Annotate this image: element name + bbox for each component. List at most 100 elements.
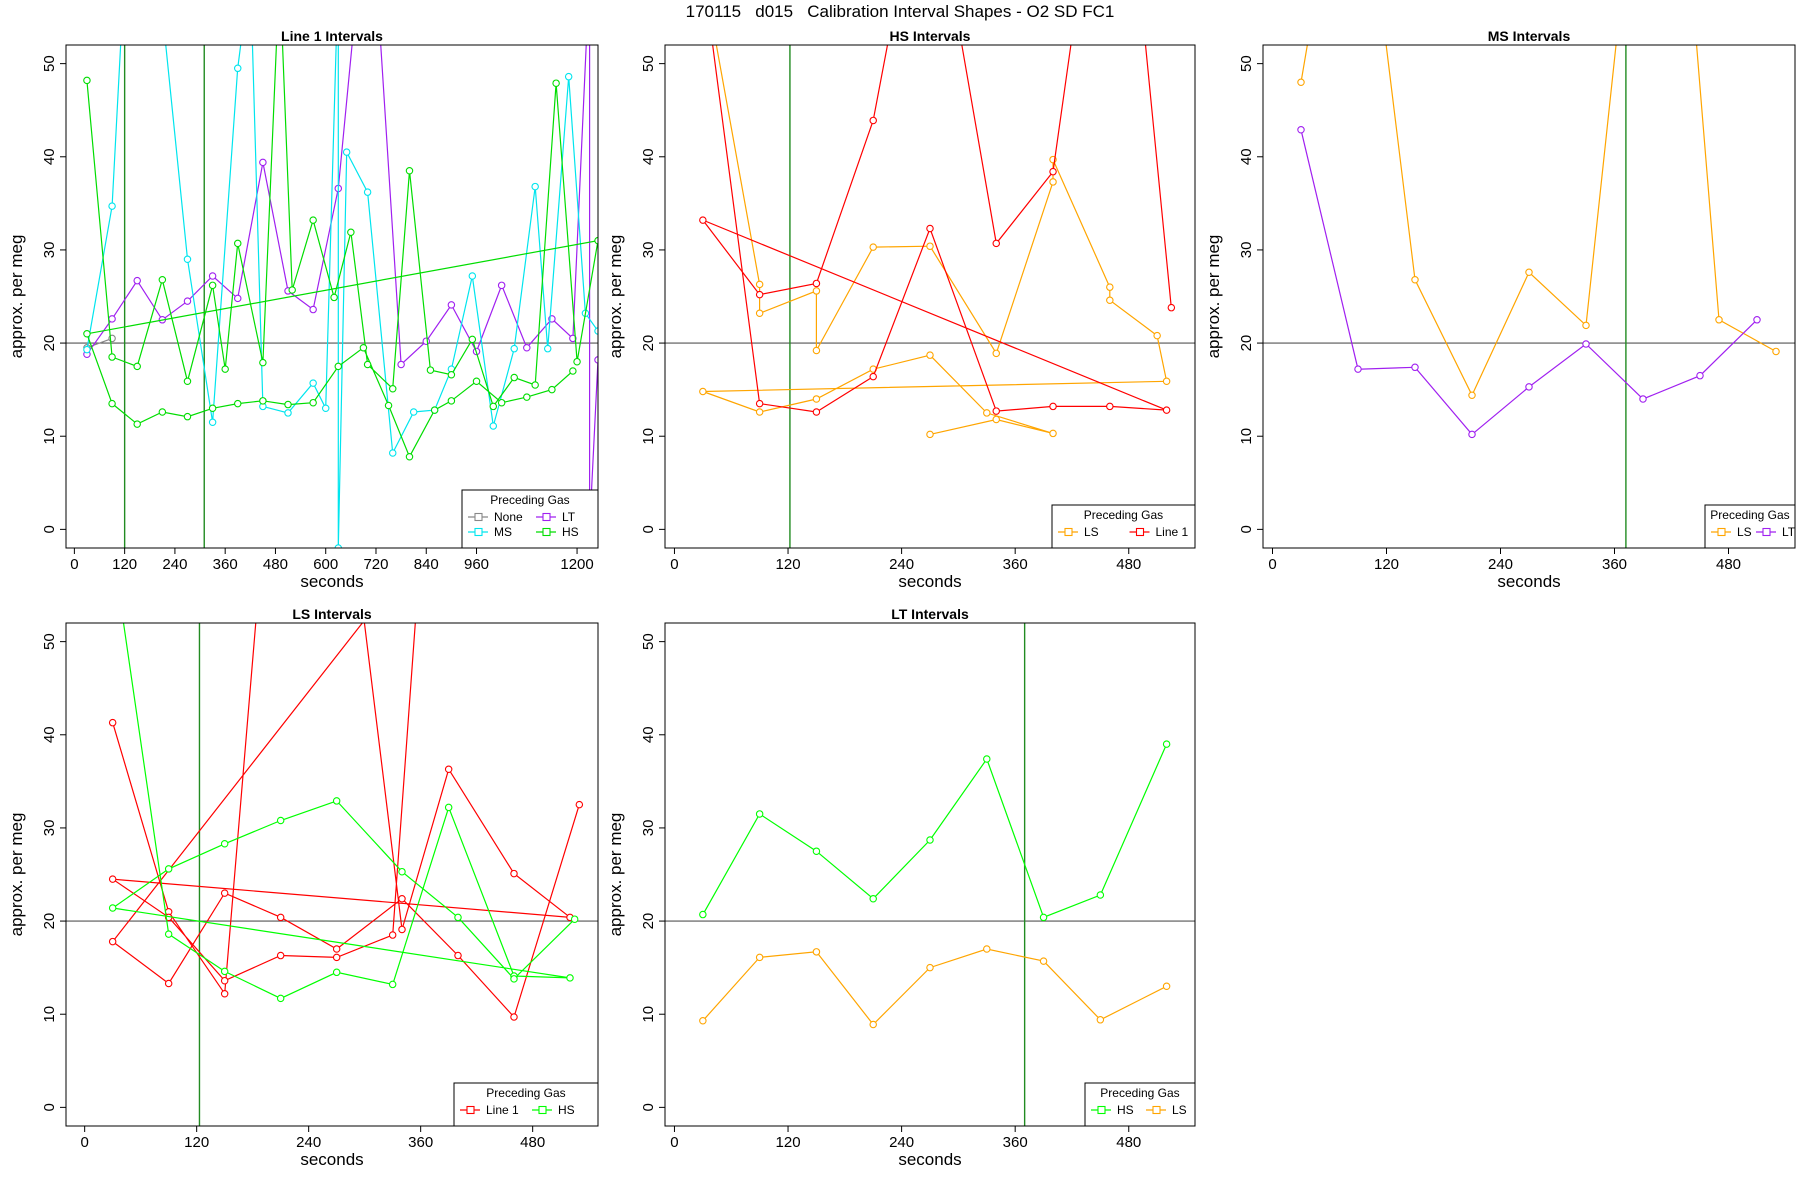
data-point bbox=[523, 393, 531, 401]
data-point bbox=[812, 408, 821, 416]
data-point bbox=[1106, 296, 1114, 304]
data-point bbox=[472, 377, 481, 386]
data-point bbox=[699, 216, 707, 224]
data-point bbox=[276, 913, 285, 922]
x-tick-label: 480 bbox=[1716, 556, 1741, 573]
legend: Preceding Gas Line 1 HS bbox=[453, 1082, 599, 1127]
data-point bbox=[1525, 383, 1533, 391]
data-point bbox=[1049, 167, 1057, 176]
x-tick-label: 240 bbox=[162, 556, 187, 573]
data-point bbox=[869, 1020, 877, 1029]
data-point bbox=[422, 337, 431, 345]
y-tick-label: 0 bbox=[640, 525, 657, 533]
data-point bbox=[447, 397, 456, 405]
panel-title: HS Intervals bbox=[890, 28, 971, 44]
data-point bbox=[983, 409, 991, 417]
data-point bbox=[108, 937, 117, 946]
data-point bbox=[405, 167, 414, 175]
data-point bbox=[468, 272, 477, 280]
panel-title: MS Intervals bbox=[1488, 28, 1571, 44]
data-point bbox=[347, 228, 355, 236]
data-point bbox=[573, 357, 581, 366]
chart-panel: HS Intervals 0 120 240 360 480 0 10 20 30 40 50 seco… bbox=[606, 28, 1196, 591]
data-point bbox=[523, 343, 531, 352]
data-point bbox=[276, 816, 285, 825]
y-tick-label: 0 bbox=[41, 1103, 58, 1111]
panel-title: LT Intervals bbox=[891, 606, 969, 622]
y-tick-label: 30 bbox=[640, 242, 657, 259]
legend-entry: HS bbox=[562, 525, 579, 539]
data-point bbox=[133, 362, 141, 371]
y-tick-label: 40 bbox=[41, 726, 58, 743]
plot-area bbox=[66, 623, 598, 1126]
x-tick-label: 360 bbox=[213, 556, 238, 573]
data-point bbox=[755, 280, 764, 289]
x-tick-label: 120 bbox=[776, 556, 801, 573]
y-tick-label: 20 bbox=[640, 913, 657, 930]
data-point bbox=[309, 305, 317, 314]
data-point bbox=[83, 345, 91, 354]
legend-box bbox=[1084, 1082, 1196, 1127]
data-point bbox=[388, 931, 397, 939]
data-point bbox=[1639, 395, 1647, 403]
x-tick-label: 840 bbox=[414, 556, 439, 573]
x-tick-label: 120 bbox=[184, 1134, 209, 1151]
y-axis-label: approx. per meg bbox=[606, 235, 625, 359]
data-point bbox=[531, 182, 539, 191]
data-point bbox=[183, 255, 192, 263]
x-axis-label: seconds bbox=[898, 1150, 961, 1169]
data-point bbox=[220, 967, 229, 976]
data-point bbox=[992, 239, 1000, 248]
data-point bbox=[1696, 371, 1704, 380]
x-tick-label: 240 bbox=[889, 556, 914, 573]
x-tick-label: 120 bbox=[1374, 556, 1399, 573]
data-point bbox=[1167, 303, 1176, 312]
legend-entry: LS bbox=[1737, 525, 1752, 539]
data-point bbox=[133, 420, 141, 428]
series-line bbox=[86, 45, 598, 530]
data-point bbox=[108, 353, 116, 361]
legend-swatch bbox=[474, 512, 483, 522]
plot-frame bbox=[1262, 44, 1796, 549]
data-point bbox=[332, 945, 341, 953]
legend-swatch bbox=[1064, 527, 1073, 537]
legend-swatch bbox=[1762, 527, 1771, 537]
data-point bbox=[1297, 126, 1305, 134]
y-tick-label: 20 bbox=[1238, 335, 1255, 352]
data-point bbox=[543, 344, 552, 353]
y-tick-label: 0 bbox=[41, 525, 58, 533]
data-point bbox=[288, 286, 296, 294]
y-tick-label: 10 bbox=[640, 1006, 657, 1023]
data-point bbox=[1297, 78, 1305, 87]
legend-entry: LS bbox=[1172, 1103, 1187, 1117]
data-point bbox=[869, 372, 877, 381]
y-tick-label: 10 bbox=[41, 1006, 58, 1023]
y-tick-label: 40 bbox=[41, 148, 58, 165]
x-tick-label: 0 bbox=[1268, 556, 1276, 573]
x-tick-label: 960 bbox=[464, 556, 489, 573]
data-point bbox=[992, 415, 1000, 424]
data-point bbox=[384, 401, 393, 410]
series-line bbox=[702, 948, 1167, 1026]
data-point bbox=[699, 387, 707, 396]
data-point bbox=[454, 951, 462, 960]
y-axis-label: approx. per meg bbox=[7, 235, 26, 359]
x-tick-label: 480 bbox=[1116, 556, 1141, 573]
data-point bbox=[570, 915, 579, 923]
x-tick-label: 240 bbox=[1488, 556, 1513, 573]
data-point bbox=[330, 293, 338, 302]
data-point bbox=[164, 865, 173, 873]
data-point bbox=[699, 910, 707, 919]
legend: Preceding Gas HS LS bbox=[1084, 1082, 1196, 1127]
data-point bbox=[108, 399, 116, 408]
data-point bbox=[510, 1013, 518, 1021]
data-point bbox=[992, 407, 1000, 415]
y-tick-label: 50 bbox=[41, 633, 58, 650]
data-point bbox=[284, 409, 292, 417]
data-point bbox=[1162, 377, 1171, 386]
chart-panel: LS Intervals 0 120 240 360 480 0 10 20 30 40 50 seco… bbox=[7, 606, 599, 1169]
data-point bbox=[108, 904, 117, 912]
y-tick-label: 0 bbox=[640, 1103, 657, 1111]
data-point bbox=[983, 945, 991, 953]
x-tick-label: 0 bbox=[70, 556, 78, 573]
